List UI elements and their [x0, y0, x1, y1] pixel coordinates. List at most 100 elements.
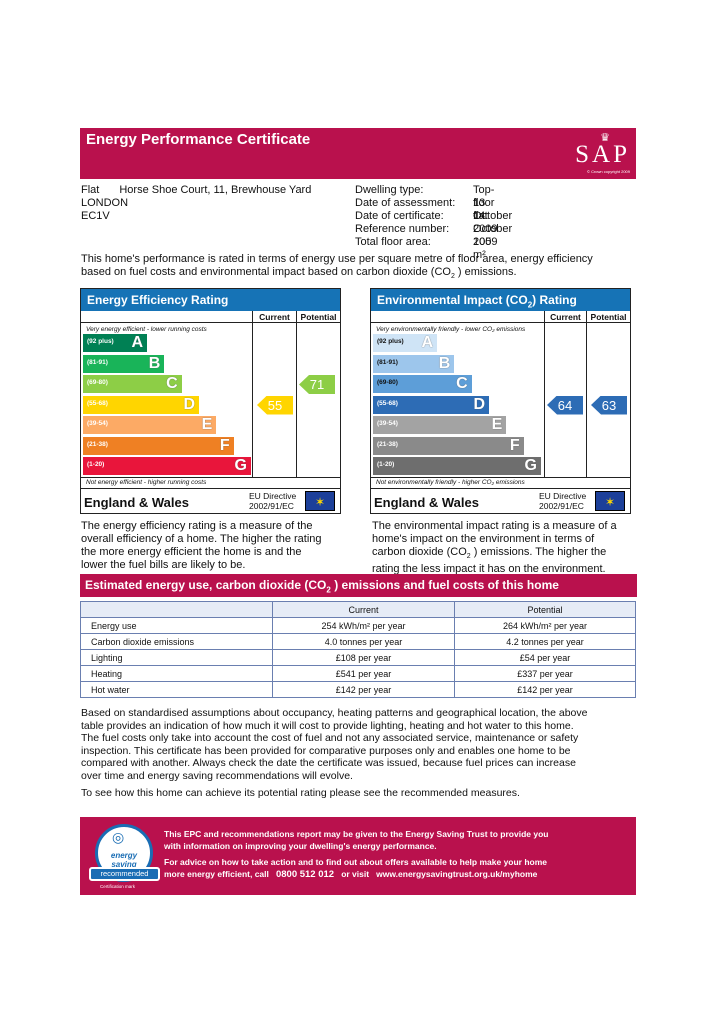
- eu-directive-line: EU Directive: [539, 491, 587, 501]
- estimated-title-part: Estimated energy use, carbon dioxide (CO: [85, 578, 327, 592]
- detail-value: 13 October 2009: [473, 197, 513, 235]
- table-row: Energy use 254 kWh/m² per year 264 kWh/m² …: [80, 617, 636, 634]
- eu-flag-icon: ✶: [595, 491, 625, 511]
- rating-band-a: (92 plus) A: [373, 334, 437, 352]
- region-label: England & Wales: [374, 495, 479, 510]
- band-range: (69-80): [377, 379, 398, 386]
- crown-icon: ♛: [600, 132, 610, 144]
- eu-directive-line: 2002/91/EC: [249, 501, 294, 511]
- promo-line: with information on improving your dwell…: [164, 841, 437, 851]
- region-label: England & Wales: [84, 495, 189, 510]
- eu-directive-line: 2002/91/EC: [539, 501, 584, 511]
- eu-directive-line: EU Directive: [249, 491, 297, 501]
- row-potential: £337 per year: [454, 665, 636, 682]
- intro-line: This home's performance is rated in term…: [81, 253, 593, 265]
- detail-label: Total floor area:: [355, 236, 431, 248]
- row-potential: 264 kWh/m² per year: [454, 617, 636, 634]
- row-current: £108 per year: [272, 649, 455, 666]
- band-range: (81-91): [377, 358, 398, 366]
- row-current: £142 per year: [272, 681, 455, 698]
- address-block: Flat Horse Shoe Court, 11, Brewhouse Yard…: [81, 184, 311, 223]
- band-letter: B: [438, 354, 451, 372]
- assumption-line: inspection. This certificate has been pr…: [81, 744, 571, 757]
- detail-value: 14 October 2009: [473, 210, 513, 248]
- rating-band-b: (81-91) B: [373, 354, 455, 373]
- table-header-empty: [80, 601, 273, 618]
- swirl-icon: ◎: [112, 829, 125, 845]
- band-range: (92 plus): [87, 338, 114, 345]
- band-letter: A: [421, 334, 433, 351]
- see-measures-text: To see how this home can achieve its pot…: [81, 787, 520, 799]
- intro-text: This home's performance is rated in term…: [81, 253, 641, 283]
- table-row: Carbon dioxide emissions 4.0 tonnes per y…: [80, 633, 636, 650]
- band-letter: E: [491, 416, 503, 433]
- energy-saving-promo: ◎ energy saving recommended Certificatio…: [80, 817, 636, 895]
- description-line: The environmental impact rating is a mea…: [372, 520, 617, 532]
- assumption-line: Based on standardised assumptions about …: [81, 707, 588, 719]
- energy-efficiency-panel: Energy Efficiency Rating Current Potenti…: [80, 288, 341, 514]
- row-potential: £54 per year: [454, 649, 636, 666]
- detail-label: Date of assessment:: [355, 197, 456, 209]
- address-line1: Flat: [81, 184, 100, 196]
- sap-logo: SAP: [575, 141, 630, 168]
- band-letter: E: [201, 416, 213, 433]
- address-city: LONDON: [81, 197, 129, 209]
- subscript: 2: [527, 300, 533, 310]
- promo-line: For advice on how to take action and to …: [164, 857, 548, 867]
- promo-text-part: more energy efficient, call: [164, 869, 269, 879]
- row-potential: 4.2 tonnes per year: [454, 633, 636, 650]
- band-letter: C: [456, 375, 468, 392]
- website-link[interactable]: www.energysavingtrust.org.uk/myhome: [376, 869, 538, 879]
- estimated-costs-table: Current Potential Energy use 254 kWh/m² p…: [80, 601, 636, 698]
- rating-band-a: (92 plus) A: [83, 334, 147, 352]
- assumption-line: The fuel costs only take into account th…: [81, 732, 579, 744]
- column-header-current: Current: [259, 312, 290, 322]
- band-range: (39-54): [87, 420, 108, 427]
- promo-line: more energy efficient, call 0800 512 012…: [164, 869, 537, 880]
- estimated-title-part: ) emissions and fuel costs of this home: [334, 578, 559, 592]
- band-letter: D: [473, 395, 485, 413]
- band-range: (81-91): [87, 358, 108, 366]
- description-line: lower the fuel bills are likely to be.: [81, 559, 246, 571]
- subscript: 2: [326, 585, 331, 595]
- bottom-caption: Not environmentally friendly - higher CO…: [376, 479, 525, 486]
- address-street: Horse Shoe Court, 11, Brewhouse Yard: [119, 184, 312, 196]
- description-line: rating the less impact it has on the env…: [372, 563, 606, 576]
- sap-copyright: © Crown copyright 2009: [587, 169, 630, 174]
- detail-value: 105 m²: [473, 236, 492, 261]
- eu-directive: EU Directive 2002/91/EC: [539, 491, 586, 511]
- potential-rating-arrow: 63: [591, 395, 627, 415]
- column-header-potential: Potential: [300, 312, 337, 322]
- environmental-description: The environmental impact rating is a mea…: [372, 520, 642, 576]
- phone-number[interactable]: 0800 512 012: [275, 869, 335, 880]
- row-label: Energy use: [80, 617, 273, 634]
- band-range: (21-38): [377, 440, 398, 448]
- band-range: (55-68): [377, 399, 398, 407]
- environmental-impact-panel: Environmental Impact (CO2) Rating Curren…: [370, 288, 631, 514]
- detail-label: Reference number:: [355, 223, 450, 235]
- potential-rating-arrow: 71: [299, 375, 335, 394]
- rating-band-f: (21-38) F: [83, 436, 234, 455]
- description-line: The energy efficiency rating is a measur…: [81, 520, 313, 532]
- detail-value: Top-floor flat: [473, 184, 495, 222]
- band-letter: F: [509, 436, 520, 454]
- row-current: £541 per year: [272, 665, 455, 682]
- table-header-potential: Potential: [454, 601, 636, 618]
- promo-line: This EPC and recommendations report may …: [164, 829, 549, 839]
- estimated-header: Estimated energy use, carbon dioxide (CO…: [80, 574, 637, 597]
- dwelling-details: Dwelling type: Top-floor flat Date of ass…: [355, 184, 512, 261]
- description-line: the more energy efficient the home is an…: [81, 546, 302, 558]
- subscript: 2: [450, 273, 455, 281]
- rating-band-d: (55-68) D: [373, 395, 489, 414]
- assumption-line: compared with another. Always check the …: [81, 757, 576, 769]
- band-range: (21-38): [87, 440, 108, 448]
- band-range: (1-20): [377, 461, 395, 468]
- detail-label: Dwelling type:: [355, 184, 424, 196]
- rating-band-c: (69-80) C: [83, 375, 182, 393]
- rating-band-e: (39-54) E: [83, 416, 217, 434]
- panel-title-part: ) Rating: [532, 293, 577, 307]
- panel-title-part: Environmental Impact (CO: [377, 293, 528, 307]
- rating-band-e: (39-54) E: [373, 416, 507, 434]
- row-current: 254 kWh/m² per year: [272, 617, 455, 634]
- band-letter: G: [234, 457, 247, 474]
